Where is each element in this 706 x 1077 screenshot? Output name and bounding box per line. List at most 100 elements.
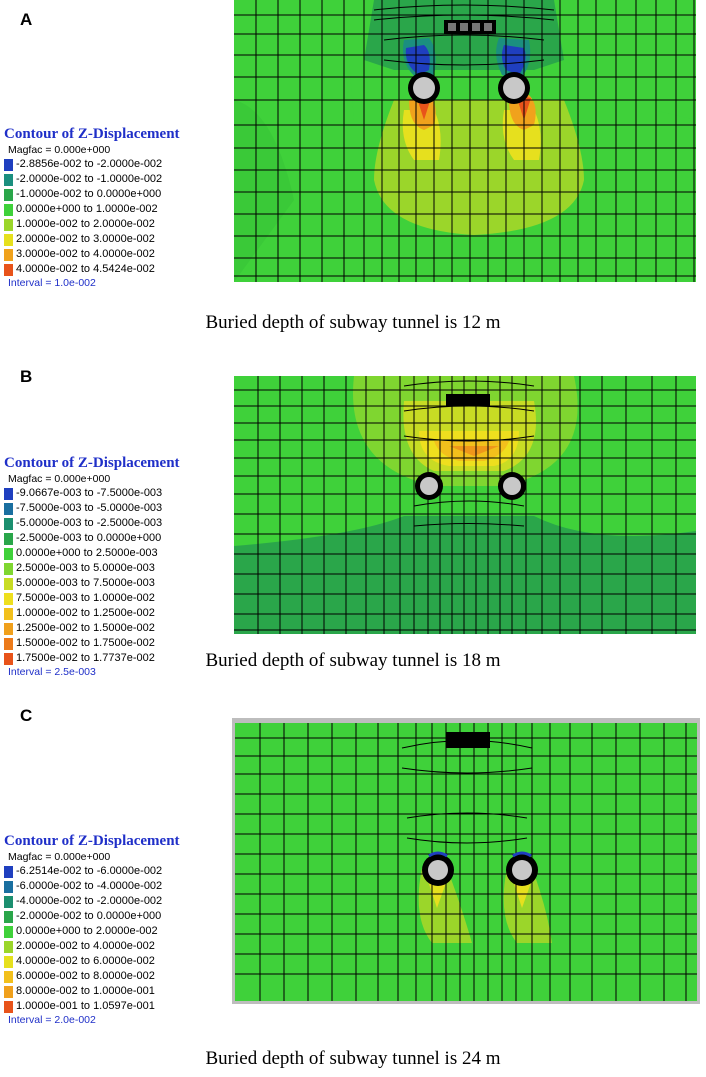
panel-a-letter: A <box>20 10 33 29</box>
panel-b-magfac: Magfac = 0.000e+000 <box>8 473 111 485</box>
panel-b-legend: Contour of Z-Displacement Magfac = 0.000… <box>4 455 180 679</box>
legend-swatch <box>4 592 13 605</box>
legend-swatch <box>4 487 13 500</box>
legend-range-label: 1.0000e-002 to 1.2500e-002 <box>16 607 155 619</box>
panel-c-legend-row: -6.2514e-002 to -6.0000e-002 <box>4 864 180 879</box>
panel-c-legend-row: 0.0000e+000 to 2.0000e-002 <box>4 924 180 939</box>
legend-range-label: 4.0000e-002 to 6.0000e-002 <box>16 955 155 967</box>
legend-range-label: 1.7500e-002 to 1.7737e-002 <box>16 652 155 664</box>
panel-c-caption: Buried depth of subway tunnel is 24 m <box>205 1048 501 1069</box>
legend-swatch <box>4 895 13 908</box>
legend-range-label: 7.5000e-003 to 1.0000e-002 <box>16 592 155 604</box>
legend-range-label: 8.0000e-002 to 1.0000e-001 <box>16 985 155 997</box>
panel-b-legend-row: 5.0000e-003 to 7.5000e-003 <box>4 576 180 591</box>
legend-swatch <box>4 173 13 186</box>
panel-a-legend-title: Contour of Z-Displacement <box>4 126 180 142</box>
panel-b-letter: B <box>20 367 33 386</box>
legend-swatch <box>4 517 13 530</box>
legend-range-label: -2.8856e-002 to -2.0000e-002 <box>16 158 163 170</box>
legend-range-label: -6.0000e-002 to -4.0000e-002 <box>16 880 163 892</box>
legend-swatch <box>4 880 13 893</box>
legend-swatch <box>4 233 13 246</box>
legend-swatch <box>4 248 13 261</box>
legend-swatch <box>4 955 13 968</box>
legend-range-label: 2.0000e-002 to 4.0000e-002 <box>16 940 155 952</box>
panel-c-legend-row: -4.0000e-002 to -2.0000e-002 <box>4 894 180 909</box>
legend-swatch <box>4 188 13 201</box>
panel-a-legend-row: 3.0000e-002 to 4.0000e-002 <box>4 247 180 262</box>
legend-swatch <box>4 985 13 998</box>
legend-swatch <box>4 970 13 983</box>
legend-range-label: -7.5000e-003 to -5.0000e-003 <box>16 502 163 514</box>
legend-swatch <box>4 865 13 878</box>
panel-b-mesh <box>234 376 696 634</box>
panel-a-magfac: Magfac = 0.000e+000 <box>8 144 111 156</box>
legend-swatch <box>4 637 13 650</box>
legend-swatch <box>4 562 13 575</box>
legend-swatch <box>4 547 13 560</box>
panel-c-letter: C <box>20 706 33 725</box>
legend-swatch <box>4 263 13 276</box>
legend-range-label: 6.0000e-002 to 8.0000e-002 <box>16 970 155 982</box>
panel-b-caption: Buried depth of subway tunnel is 18 m <box>205 650 501 671</box>
legend-range-label: -9.0667e-003 to -7.5000e-003 <box>16 487 163 499</box>
legend-range-label: -1.0000e-002 to 0.0000e+000 <box>16 188 162 200</box>
legend-range-label: 1.0000e-002 to 2.0000e-002 <box>16 218 155 230</box>
panel-c-mesh <box>232 718 700 1004</box>
panel-b-legend-row: 1.5000e-002 to 1.7500e-002 <box>4 636 180 651</box>
panel-a-legend-row: -1.0000e-002 to 0.0000e+000 <box>4 187 180 202</box>
legend-swatch <box>4 532 13 545</box>
legend-swatch <box>4 158 13 171</box>
legend-range-label: -4.0000e-002 to -2.0000e-002 <box>16 895 163 907</box>
legend-swatch <box>4 1000 13 1013</box>
legend-swatch <box>4 652 13 665</box>
panel-b-legend-row: -5.0000e-003 to -2.5000e-003 <box>4 516 180 531</box>
legend-swatch <box>4 940 13 953</box>
panel-c-legend-row: 4.0000e-002 to 6.0000e-002 <box>4 954 180 969</box>
legend-swatch <box>4 218 13 231</box>
legend-swatch <box>4 925 13 938</box>
legend-swatch <box>4 577 13 590</box>
panel-a-legend-row: 2.0000e-002 to 3.0000e-002 <box>4 232 180 247</box>
legend-range-label: 0.0000e+000 to 1.0000e-002 <box>16 203 158 215</box>
legend-range-label: 1.0000e-001 to 1.0597e-001 <box>16 1000 155 1012</box>
legend-range-label: 4.0000e-002 to 4.5424e-002 <box>16 263 155 275</box>
panel-b-legend-row: 7.5000e-003 to 1.0000e-002 <box>4 591 180 606</box>
panel-b-legend-row: -7.5000e-003 to -5.0000e-003 <box>4 501 180 516</box>
legend-range-label: 5.0000e-003 to 7.5000e-003 <box>16 577 155 589</box>
legend-range-label: 1.5000e-002 to 1.7500e-002 <box>16 637 155 649</box>
panel-a-legend-row: 1.0000e-002 to 2.0000e-002 <box>4 217 180 232</box>
legend-range-label: -2.0000e-002 to 0.0000e+000 <box>16 910 162 922</box>
panel-c-interval: Interval = 2.0e-002 <box>8 1014 96 1026</box>
legend-range-label: 0.0000e+000 to 2.5000e-003 <box>16 547 158 559</box>
panel-c-legend-title: Contour of Z-Displacement <box>4 833 180 849</box>
panel-c-legend-row: 8.0000e-002 to 1.0000e-001 <box>4 984 180 999</box>
panel-b-legend-row: 2.5000e-003 to 5.0000e-003 <box>4 561 180 576</box>
panel-c-legend-row: 2.0000e-002 to 4.0000e-002 <box>4 939 180 954</box>
panel-c-legend-row: 6.0000e-002 to 8.0000e-002 <box>4 969 180 984</box>
legend-range-label: 1.2500e-002 to 1.5000e-002 <box>16 622 155 634</box>
panel-a-legend-row: -2.8856e-002 to -2.0000e-002 <box>4 157 180 172</box>
legend-swatch <box>4 607 13 620</box>
legend-range-label: 2.0000e-002 to 3.0000e-002 <box>16 233 155 245</box>
legend-range-label: -2.0000e-002 to -1.0000e-002 <box>16 173 163 185</box>
panel-b-legend-title: Contour of Z-Displacement <box>4 455 180 471</box>
panel-a-legend: Contour of Z-Displacement Magfac = 0.000… <box>4 126 180 290</box>
legend-range-label: -2.5000e-003 to 0.0000e+000 <box>16 532 162 544</box>
legend-swatch <box>4 203 13 216</box>
panel-a-interval: Interval = 1.0e-002 <box>8 277 96 289</box>
legend-swatch <box>4 910 13 923</box>
panel-a-mesh <box>234 0 696 282</box>
legend-range-label: -6.2514e-002 to -6.0000e-002 <box>16 865 163 877</box>
panel-a-caption: Buried depth of subway tunnel is 12 m <box>205 312 501 333</box>
legend-range-label: 2.5000e-003 to 5.0000e-003 <box>16 562 155 574</box>
panel-a-legend-row: -2.0000e-002 to -1.0000e-002 <box>4 172 180 187</box>
legend-swatch <box>4 502 13 515</box>
panel-b-legend-row: -2.5000e-003 to 0.0000e+000 <box>4 531 180 546</box>
panel-b-legend-row: 1.2500e-002 to 1.5000e-002 <box>4 621 180 636</box>
panel-b-legend-row: 0.0000e+000 to 2.5000e-003 <box>4 546 180 561</box>
panel-b-legend-row: 1.7500e-002 to 1.7737e-002 <box>4 651 180 666</box>
panel-a-legend-row: 4.0000e-002 to 4.5424e-002 <box>4 262 180 277</box>
panel-c-legend: Contour of Z-Displacement Magfac = 0.000… <box>4 833 180 1027</box>
panel-c-magfac: Magfac = 0.000e+000 <box>8 851 111 863</box>
